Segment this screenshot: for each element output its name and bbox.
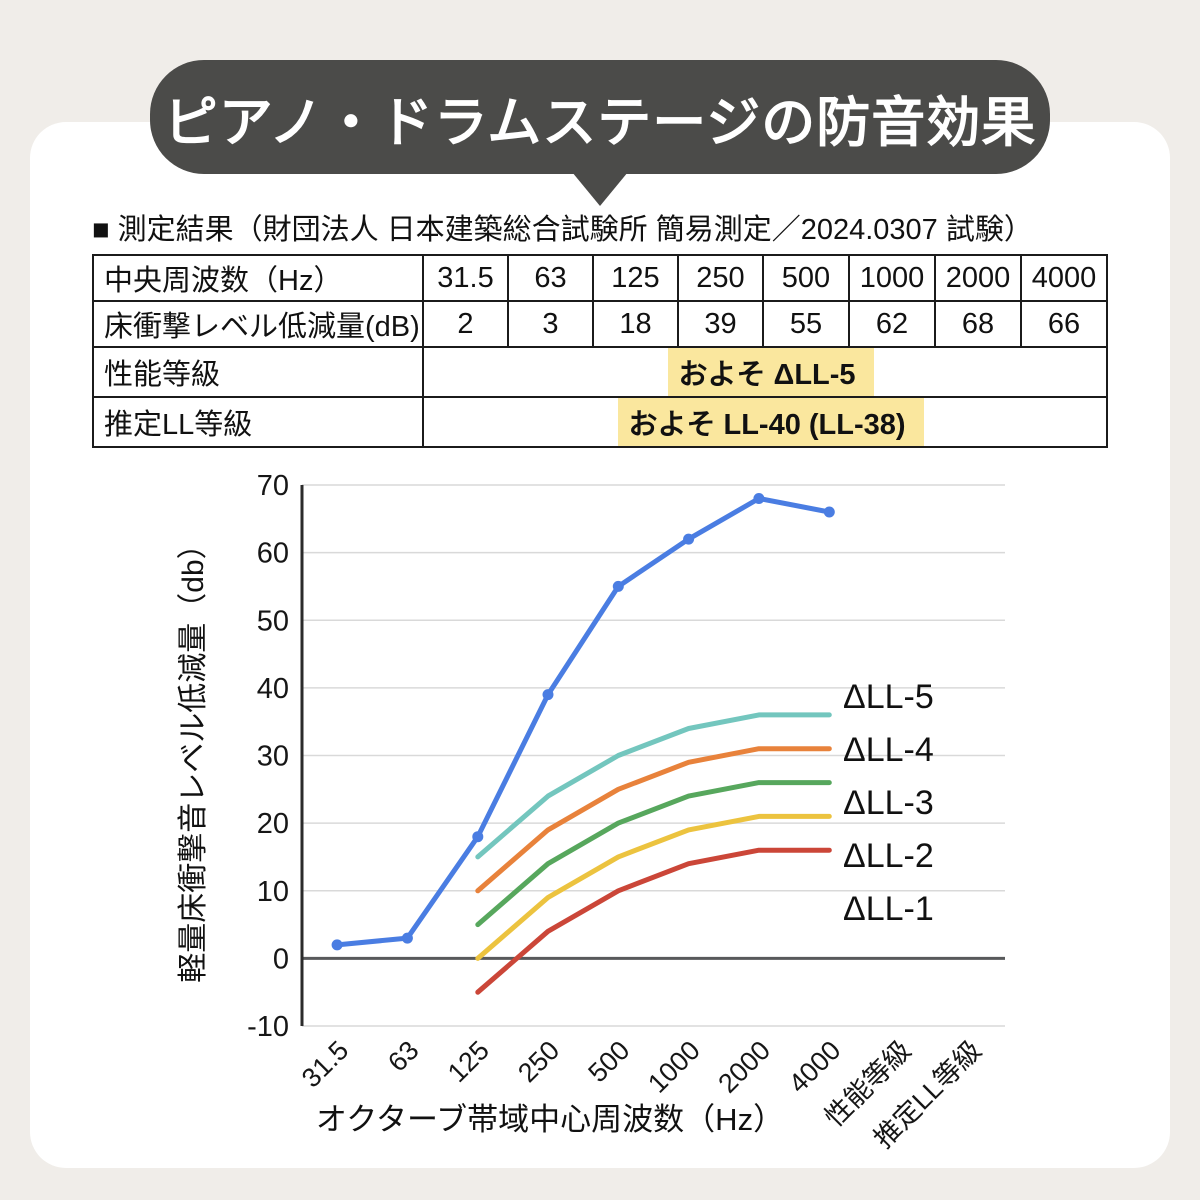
page-title: ピアノ・ドラムステージの防音効果 bbox=[163, 92, 1037, 153]
svg-text:250: 250 bbox=[512, 1035, 565, 1088]
svg-text:-10: -10 bbox=[247, 1011, 289, 1043]
measurement-subtitle: ■ 測定結果（財団法人 日本建築総合試験所 簡易測定／2024.0307 試験） bbox=[92, 214, 1033, 246]
value-cell: 55 bbox=[762, 300, 850, 348]
soundproofing-line-chart: -10 0 10 20 30 40 50 60 70 31.5 63 125 250 500 1000 200… bbox=[177, 470, 1005, 1154]
svg-text:0: 0 bbox=[273, 943, 289, 975]
svg-text:30: 30 bbox=[257, 741, 289, 773]
value-cell: 3 bbox=[507, 300, 594, 348]
svg-text:125: 125 bbox=[442, 1035, 495, 1088]
performance-grade-highlight: およそ ΔLL-5 bbox=[668, 349, 874, 395]
value-cell: 250 bbox=[677, 254, 764, 302]
value-cell: 39 bbox=[677, 300, 764, 348]
table-row-performance-grade: 性能等級 およそ ΔLL-5 bbox=[92, 346, 1108, 398]
svg-text:ΔLL-2: ΔLL-2 bbox=[843, 837, 934, 875]
svg-text:500: 500 bbox=[582, 1035, 635, 1088]
row-label-cell: 中央周波数（Hz） bbox=[92, 254, 424, 302]
svg-text:1000: 1000 bbox=[642, 1035, 706, 1099]
value-cell: 68 bbox=[934, 300, 1022, 348]
svg-text:50: 50 bbox=[257, 605, 289, 637]
row-label-cell: 床衝撃レベル低減量(dB) bbox=[92, 300, 424, 348]
value-cell: 2000 bbox=[934, 254, 1022, 302]
svg-text:軽量床衝撃音レベル低減量（db）: 軽量床衝撃音レベル低減量（db） bbox=[177, 529, 210, 982]
svg-text:ΔLL-1: ΔLL-1 bbox=[843, 890, 934, 928]
value-cell: 1000 bbox=[848, 254, 936, 302]
value-cell: 31.5 bbox=[422, 254, 509, 302]
svg-text:ΔLL-5: ΔLL-5 bbox=[843, 678, 934, 716]
value-cell: 125 bbox=[592, 254, 679, 302]
estimated-ll-grade-highlight: およそ LL-40 (LL-38) bbox=[618, 399, 924, 445]
svg-text:31.5: 31.5 bbox=[296, 1035, 354, 1093]
svg-text:60: 60 bbox=[257, 538, 289, 570]
svg-text:70: 70 bbox=[257, 470, 289, 502]
svg-text:63: 63 bbox=[382, 1035, 424, 1077]
table-row-estimated-ll-grade: 推定LL等級 およそ LL-40 (LL-38) bbox=[92, 396, 1108, 448]
value-cell: 2 bbox=[422, 300, 509, 348]
value-cell: 500 bbox=[762, 254, 850, 302]
svg-text:40: 40 bbox=[257, 673, 289, 705]
value-cell: およそ ΔLL-5 bbox=[422, 346, 1108, 398]
svg-text:オクターブ帯域中心周波数（Hz）: オクターブ帯域中心周波数（Hz） bbox=[316, 1102, 784, 1137]
row-label-cell: 性能等級 bbox=[92, 346, 424, 398]
measurement-table: 中央周波数（Hz） 31.5 63 125 250 500 1000 2000 … bbox=[92, 254, 1108, 448]
svg-text:20: 20 bbox=[257, 808, 289, 840]
svg-text:2000: 2000 bbox=[712, 1035, 776, 1099]
value-cell: 63 bbox=[507, 254, 594, 302]
svg-text:ΔLL-4: ΔLL-4 bbox=[843, 731, 934, 769]
value-cell: 4000 bbox=[1020, 254, 1108, 302]
table-row-reduction: 床衝撃レベル低減量(dB) 2 3 18 39 55 62 68 66 bbox=[92, 300, 1108, 348]
value-cell: 18 bbox=[592, 300, 679, 348]
title-bubble: ピアノ・ドラムステージの防音効果 bbox=[150, 60, 1050, 174]
title-bubble-tail-icon bbox=[572, 172, 628, 206]
table-row-frequency: 中央周波数（Hz） 31.5 63 125 250 500 1000 2000 … bbox=[92, 254, 1108, 302]
value-cell: 62 bbox=[848, 300, 936, 348]
row-label-cell: 推定LL等級 bbox=[92, 396, 424, 448]
value-cell: 66 bbox=[1020, 300, 1108, 348]
svg-text:ΔLL-3: ΔLL-3 bbox=[843, 784, 934, 822]
svg-text:4000: 4000 bbox=[783, 1035, 847, 1099]
value-cell: およそ LL-40 (LL-38) bbox=[422, 396, 1108, 448]
svg-text:10: 10 bbox=[257, 876, 289, 908]
